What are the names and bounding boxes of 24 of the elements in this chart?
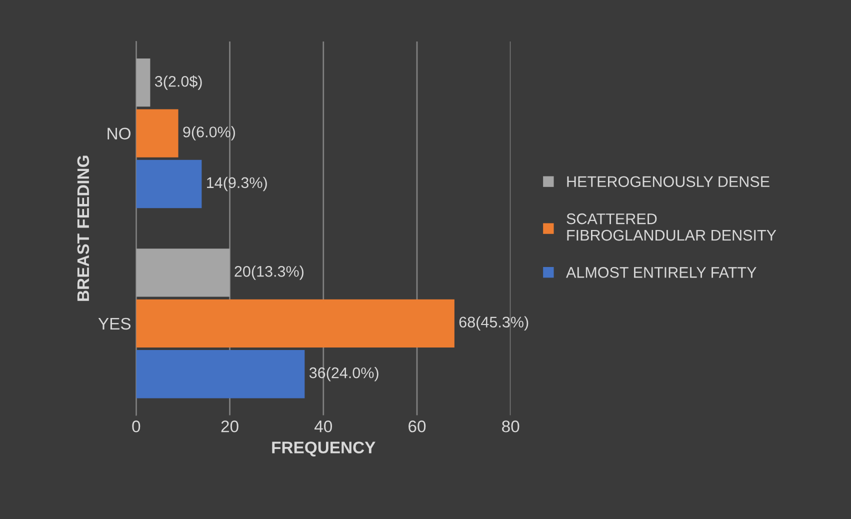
- bar: [136, 248, 230, 297]
- y-tick-label: NO: [108, 128, 130, 140]
- bar: [136, 109, 178, 158]
- data-label: 68(45.3%): [459, 316, 528, 331]
- x-tick-label: 60: [408, 420, 426, 432]
- x-tick-label: 20: [221, 420, 238, 432]
- data-label: 20(13.3%): [234, 266, 304, 280]
- data-label: 9(6.0%): [183, 126, 235, 140]
- bar: [136, 350, 305, 398]
- bar: [136, 160, 202, 208]
- legend-label: ALMOST ENTIRELY FATTY: [566, 267, 756, 278]
- bar: [136, 58, 150, 107]
- x-axis-title: FREQUENCY: [272, 442, 376, 457]
- legend-label: SCATTERED FIBROGLANDULAR DENSITY: [566, 213, 776, 241]
- y-axis-title: BREAST FEEDING: [77, 156, 90, 301]
- bar: [136, 299, 454, 348]
- data-label: 3(2.0$): [154, 75, 202, 90]
- x-tick-label: 40: [314, 420, 332, 432]
- data-label: 14(9.3%): [207, 176, 267, 192]
- data-label: 36(24.0%): [309, 367, 378, 382]
- legend-label: HETEROGENOUSLY DENSE: [567, 176, 770, 188]
- x-tick-label: 80: [502, 420, 520, 432]
- y-tick-label: YES: [98, 318, 131, 330]
- x-tick-label: 0: [132, 420, 140, 432]
